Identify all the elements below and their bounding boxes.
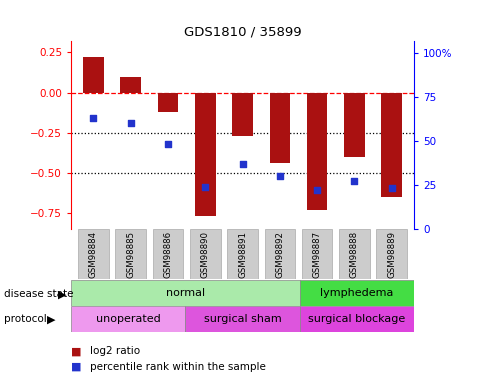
Point xyxy=(313,187,321,193)
Point xyxy=(90,115,98,121)
Text: ■: ■ xyxy=(71,362,81,372)
Text: GSM98888: GSM98888 xyxy=(350,231,359,278)
Text: GSM98892: GSM98892 xyxy=(275,231,284,278)
Bar xyxy=(121,76,141,93)
Text: disease state: disease state xyxy=(4,290,74,299)
Text: GSM98887: GSM98887 xyxy=(313,231,321,278)
Text: log2 ratio: log2 ratio xyxy=(90,346,140,356)
Text: protocol: protocol xyxy=(4,315,47,324)
Text: surgical sham: surgical sham xyxy=(204,314,281,324)
FancyBboxPatch shape xyxy=(227,229,258,279)
FancyBboxPatch shape xyxy=(190,229,220,279)
FancyBboxPatch shape xyxy=(376,229,407,279)
Text: GSM98890: GSM98890 xyxy=(201,231,210,278)
Text: lymphedema: lymphedema xyxy=(320,288,393,298)
Point xyxy=(127,120,135,126)
FancyBboxPatch shape xyxy=(302,229,332,279)
Point xyxy=(350,178,358,184)
Point xyxy=(201,184,209,190)
Point xyxy=(239,161,246,167)
FancyBboxPatch shape xyxy=(339,229,369,279)
Title: GDS1810 / 35899: GDS1810 / 35899 xyxy=(184,26,301,39)
Bar xyxy=(344,93,365,157)
Point xyxy=(388,185,395,191)
FancyBboxPatch shape xyxy=(153,229,183,279)
Point xyxy=(276,173,284,179)
Bar xyxy=(83,57,104,93)
FancyBboxPatch shape xyxy=(265,229,295,279)
Text: GSM98891: GSM98891 xyxy=(238,231,247,278)
FancyBboxPatch shape xyxy=(300,280,414,306)
Text: surgical blockage: surgical blockage xyxy=(308,314,406,324)
Bar xyxy=(232,93,253,136)
Bar xyxy=(381,93,402,197)
Bar xyxy=(307,93,327,210)
Text: GSM98884: GSM98884 xyxy=(89,231,98,278)
Bar xyxy=(270,93,290,163)
FancyBboxPatch shape xyxy=(71,306,185,332)
Text: unoperated: unoperated xyxy=(96,314,161,324)
FancyBboxPatch shape xyxy=(71,280,300,306)
Text: GSM98885: GSM98885 xyxy=(126,231,135,278)
Text: normal: normal xyxy=(166,288,205,298)
Text: percentile rank within the sample: percentile rank within the sample xyxy=(90,362,266,372)
Point xyxy=(164,141,172,147)
Bar xyxy=(195,93,216,216)
Text: GSM98889: GSM98889 xyxy=(387,231,396,278)
FancyBboxPatch shape xyxy=(78,229,109,279)
FancyBboxPatch shape xyxy=(116,229,146,279)
Text: ▶: ▶ xyxy=(58,290,66,299)
Text: ▶: ▶ xyxy=(47,315,55,324)
Bar xyxy=(158,93,178,112)
Text: ■: ■ xyxy=(71,346,81,356)
FancyBboxPatch shape xyxy=(185,306,300,332)
FancyBboxPatch shape xyxy=(300,306,414,332)
Text: GSM98886: GSM98886 xyxy=(164,231,172,278)
